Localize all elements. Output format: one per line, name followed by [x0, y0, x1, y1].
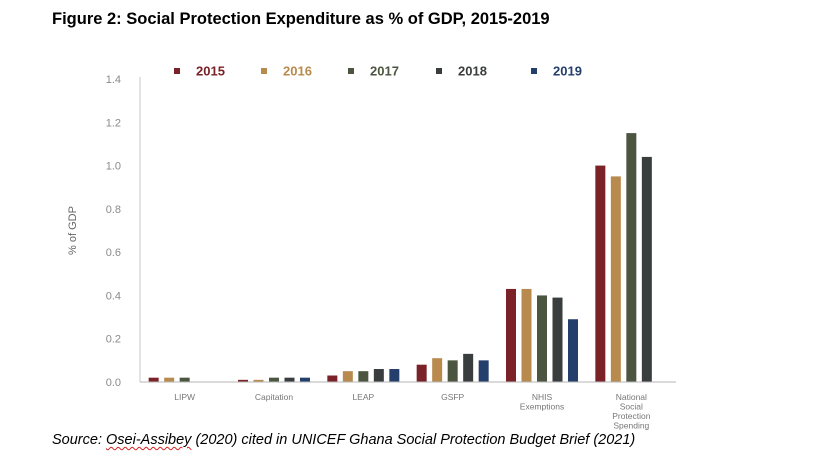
bar-2016: [253, 379, 264, 382]
bar-2017: [537, 295, 547, 382]
x-tick-label: National: [616, 392, 647, 402]
legend-label-2015: 2015: [196, 64, 225, 79]
legend-label-2016: 2016: [283, 64, 312, 79]
bar-2016: [521, 288, 532, 382]
x-tick-label: LEAP: [352, 392, 374, 402]
bar-2017: [626, 133, 637, 382]
bar-2019: [478, 360, 489, 382]
bar-2015: [238, 379, 248, 382]
y-tick-label: 1.0: [106, 161, 121, 173]
x-tick-label: GSFP: [441, 392, 464, 402]
bar-2016: [164, 377, 175, 382]
x-tick-label: Spending: [613, 421, 649, 431]
x-tick-label: Capitation: [255, 392, 294, 402]
bar-2016: [432, 358, 443, 382]
bar-2017: [358, 371, 369, 382]
y-axis: 0.0 0.2 0.4 0.6 0.8 1.0 1.2 1.4 % of GDP: [67, 74, 141, 389]
source-note: Source: Osei-Assibey (2020) cited in UNI…: [52, 432, 635, 448]
chart-legend: 2015 2016 2017 2018 2019: [174, 64, 582, 79]
bar-2015: [506, 288, 516, 382]
legend-swatch-2016: [261, 68, 267, 74]
bar-2015: [148, 377, 159, 382]
bar-2018: [463, 353, 474, 382]
legend-label-2017: 2017: [370, 64, 399, 79]
y-tick-label: 0.0: [106, 377, 121, 389]
bar-2016: [610, 176, 621, 382]
source-author: Osei-Assibey: [106, 432, 192, 448]
legend-label-2018: 2018: [458, 64, 487, 79]
legend-swatch-2018: [436, 68, 442, 74]
bar-2015: [327, 375, 338, 382]
legend-swatch-2019: [531, 68, 537, 74]
bar-2016: [342, 371, 353, 382]
bar-2017: [447, 360, 458, 382]
y-tick-label: 1.2: [106, 117, 121, 129]
x-tick-label: Social: [620, 402, 643, 412]
bar-2019: [300, 377, 310, 382]
legend-swatch-2017: [348, 68, 354, 74]
bar-2018: [641, 156, 652, 382]
x-tick-label: NHIS: [532, 392, 553, 402]
y-tick-label: 0.4: [106, 290, 121, 302]
x-tick-label: LIPW: [174, 392, 195, 402]
x-tick-label: Exemptions: [520, 402, 564, 412]
bar-2019: [568, 319, 578, 382]
bar-2017: [179, 377, 190, 382]
x-tick-label: Protection: [612, 411, 651, 421]
y-tick-label: 0.6: [106, 247, 121, 259]
source-rest: (2020) cited in UNICEF Ghana Social Prot…: [191, 432, 636, 448]
bar-2015: [595, 165, 606, 382]
source-prefix: Source:: [52, 432, 106, 448]
y-tick-label: 0.2: [106, 334, 121, 346]
y-axis-label: % of GDP: [67, 206, 79, 255]
legend-label-2019: 2019: [553, 64, 582, 79]
bar-2018: [552, 297, 563, 382]
bar-2018: [284, 377, 295, 382]
bar-2018: [373, 369, 384, 382]
bars: [148, 133, 652, 382]
y-tick-label: 0.8: [106, 204, 121, 216]
bar-2017: [269, 377, 279, 382]
bar-2019: [389, 369, 400, 382]
y-tick-label: 1.4: [106, 74, 121, 86]
bar-2015: [416, 364, 427, 382]
figure-title: Figure 2: Social Protection Expenditure …: [52, 10, 550, 28]
legend-swatch-2015: [174, 68, 180, 74]
